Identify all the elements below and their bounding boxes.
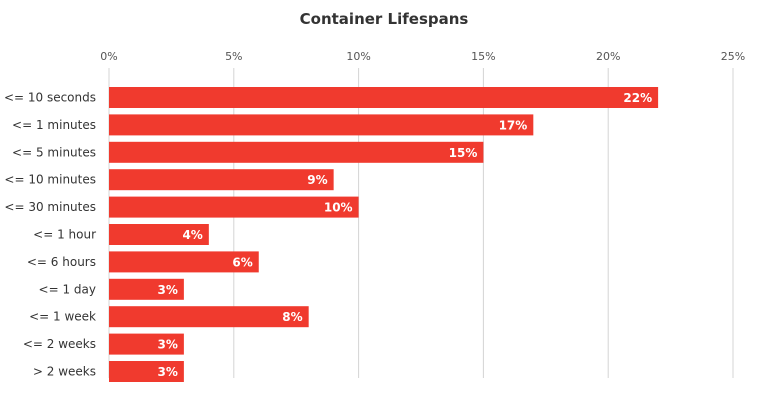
category-label: <= 1 week bbox=[29, 310, 96, 324]
bar-value-label: 8% bbox=[282, 310, 302, 324]
category-label: > 2 weeks bbox=[33, 365, 96, 379]
bar bbox=[109, 169, 334, 191]
category-label: <= 2 weeks bbox=[23, 337, 96, 351]
bar bbox=[109, 141, 484, 163]
category-label: <= 6 hours bbox=[27, 255, 96, 269]
x-tick-label: 20% bbox=[596, 50, 620, 63]
x-tick-label: 25% bbox=[721, 50, 745, 63]
category-label: <= 1 day bbox=[39, 282, 96, 296]
bar bbox=[109, 306, 309, 328]
category-label: <= 1 hour bbox=[33, 228, 96, 242]
x-tick-label: 0% bbox=[100, 50, 117, 63]
bars bbox=[109, 87, 659, 382]
category-label: <= 30 minutes bbox=[4, 200, 96, 214]
bar bbox=[109, 196, 359, 218]
bar-value-label: 9% bbox=[307, 173, 327, 187]
category-labels: <= 10 seconds <= 1 minutes <= 5 minutes <= … bbox=[4, 91, 96, 379]
bar bbox=[109, 87, 659, 108]
category-label: <= 10 seconds bbox=[4, 91, 96, 105]
category-label: <= 5 minutes bbox=[12, 145, 96, 159]
category-label: <= 10 minutes bbox=[4, 173, 96, 187]
x-axis-ticks: 0% 5% 10% 15% 20% 25% bbox=[100, 50, 745, 63]
bar-value-label: 15% bbox=[449, 146, 478, 160]
bar bbox=[109, 224, 209, 245]
bar bbox=[109, 333, 184, 355]
chart-title: Container Lifespans bbox=[299, 10, 469, 28]
bar-value-label: 10% bbox=[324, 201, 353, 215]
x-tick-label: 5% bbox=[225, 50, 242, 63]
bar-value-label: 3% bbox=[158, 283, 178, 297]
x-tick-label: 15% bbox=[471, 50, 495, 63]
category-label: <= 1 minutes bbox=[12, 118, 96, 132]
bar bbox=[109, 251, 259, 273]
bar-value-label: 4% bbox=[182, 228, 202, 242]
bar bbox=[109, 114, 534, 136]
x-tick-label: 10% bbox=[346, 50, 370, 63]
bar bbox=[109, 278, 184, 300]
bar-value-label: 3% bbox=[158, 365, 178, 379]
bar bbox=[109, 361, 184, 382]
bar-value-label: 6% bbox=[232, 255, 252, 269]
bar-value-label: 22% bbox=[623, 91, 652, 105]
bar-value-label: 17% bbox=[499, 118, 528, 132]
value-labels: 22% 17% 15% 9% 10% 4% 6% 3% 8% 3% 3% bbox=[158, 91, 653, 379]
bar-value-label: 3% bbox=[158, 338, 178, 352]
